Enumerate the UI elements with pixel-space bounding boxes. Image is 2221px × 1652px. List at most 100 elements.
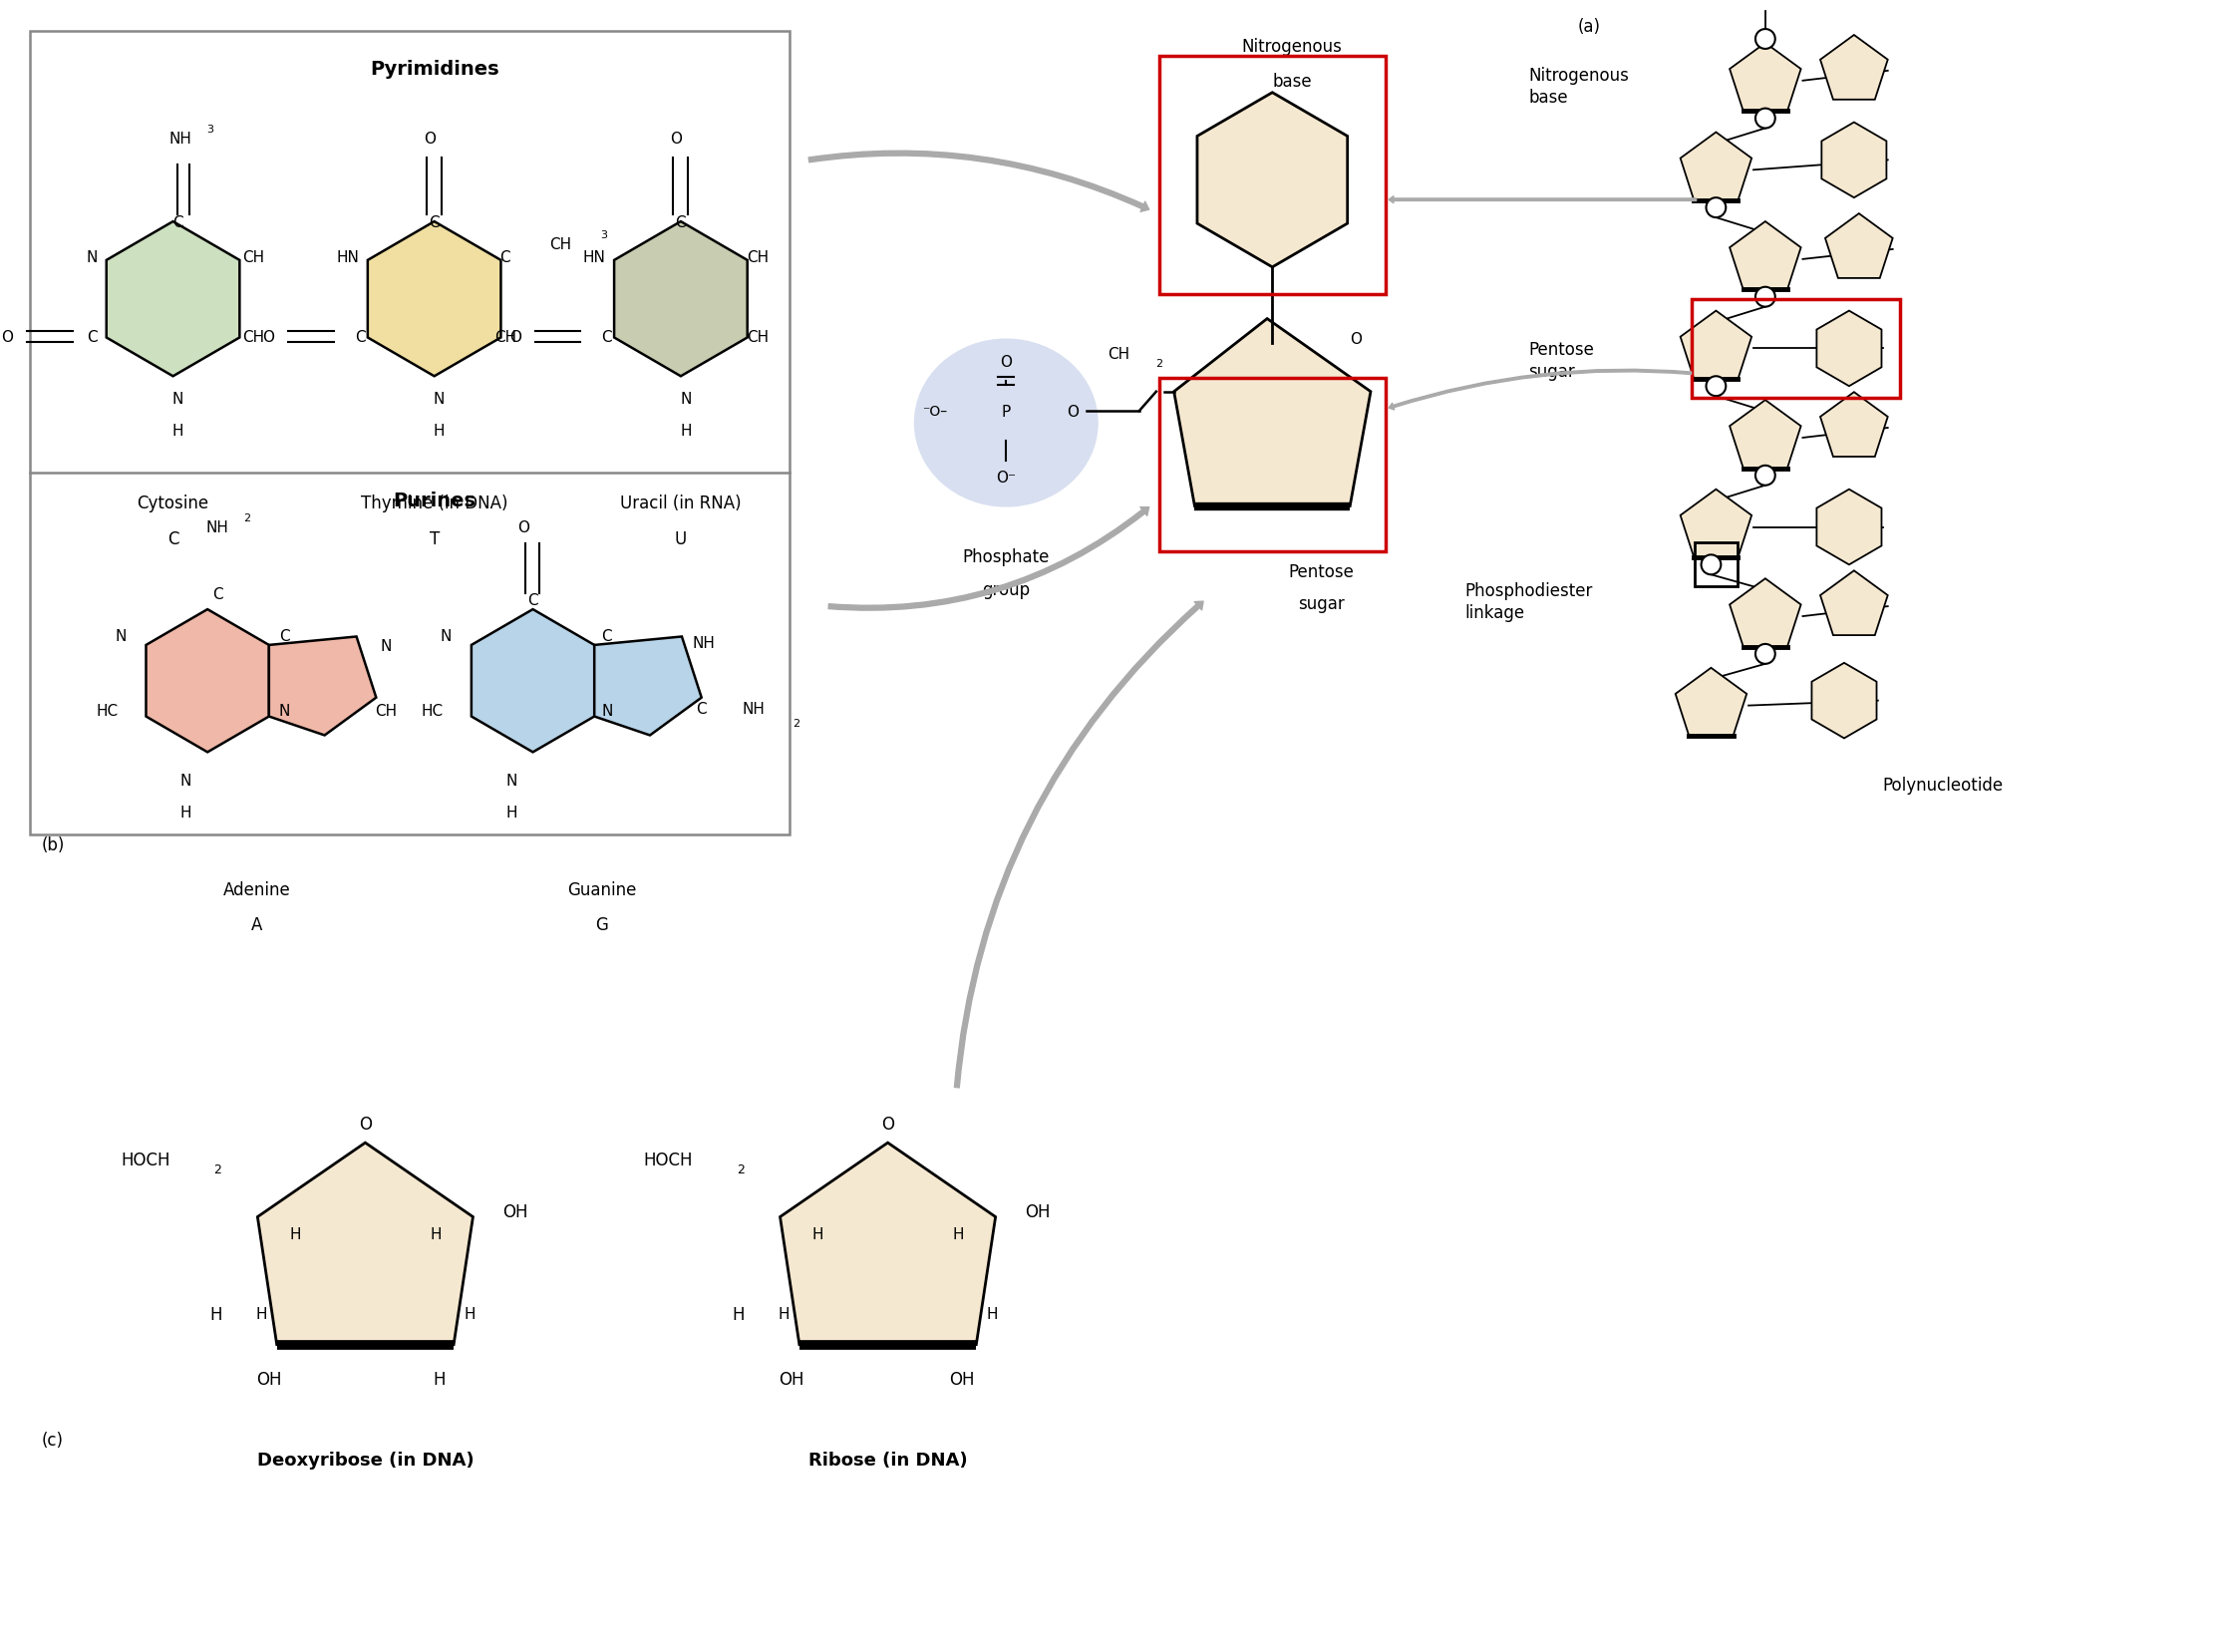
- Text: O: O: [360, 1115, 371, 1133]
- Polygon shape: [1681, 491, 1752, 558]
- Text: C: C: [211, 586, 222, 601]
- Text: (a): (a): [1577, 18, 1601, 36]
- Text: Cytosine: Cytosine: [138, 494, 209, 512]
- Circle shape: [1755, 30, 1775, 50]
- Text: C: C: [173, 215, 182, 230]
- Text: Thymine (in DNA): Thymine (in DNA): [360, 494, 509, 512]
- Text: H: H: [811, 1227, 824, 1242]
- Text: Pentose: Pentose: [1288, 563, 1355, 582]
- Text: C: C: [602, 330, 613, 345]
- Text: T: T: [429, 530, 440, 548]
- Text: O: O: [517, 520, 529, 535]
- Text: HOCH: HOCH: [120, 1151, 171, 1170]
- Polygon shape: [1826, 215, 1892, 279]
- Text: HN: HN: [335, 251, 360, 266]
- Text: Uracil (in RNA): Uracil (in RNA): [620, 494, 742, 512]
- Text: O: O: [1350, 332, 1361, 347]
- Text: OH: OH: [948, 1370, 975, 1388]
- Text: H: H: [431, 1227, 442, 1242]
- Text: N: N: [602, 704, 613, 719]
- Text: C: C: [87, 330, 98, 345]
- Text: O: O: [509, 330, 522, 345]
- Text: A: A: [251, 915, 262, 933]
- Circle shape: [1701, 555, 1721, 575]
- Text: H: H: [680, 423, 691, 438]
- Text: H: H: [209, 1305, 222, 1323]
- Text: 2: 2: [244, 512, 251, 522]
- Text: O: O: [424, 132, 435, 147]
- Text: CH: CH: [746, 330, 768, 345]
- Text: N: N: [280, 704, 291, 719]
- Text: Nitrogenous: Nitrogenous: [1242, 38, 1341, 56]
- FancyBboxPatch shape: [31, 31, 788, 834]
- Text: CH: CH: [549, 238, 571, 253]
- Polygon shape: [1817, 491, 1881, 565]
- Text: Adenine: Adenine: [222, 881, 291, 899]
- Circle shape: [1706, 198, 1726, 218]
- Text: OH: OH: [780, 1370, 804, 1388]
- Text: Guanine: Guanine: [566, 881, 637, 899]
- Text: HC: HC: [422, 704, 444, 719]
- Text: Pyrimidines: Pyrimidines: [369, 59, 500, 79]
- Text: (c): (c): [42, 1431, 64, 1449]
- Text: Pentose
sugar: Pentose sugar: [1528, 340, 1595, 382]
- Text: H: H: [777, 1307, 788, 1322]
- Polygon shape: [1730, 401, 1801, 469]
- Text: NH: NH: [207, 520, 229, 535]
- Text: C: C: [500, 251, 511, 266]
- Circle shape: [1755, 466, 1775, 486]
- Polygon shape: [1821, 393, 1888, 458]
- Text: HN: HN: [582, 251, 606, 266]
- Text: 2: 2: [213, 1163, 222, 1176]
- Text: OH: OH: [1024, 1203, 1051, 1221]
- Circle shape: [1706, 377, 1726, 396]
- Text: O: O: [882, 1115, 895, 1133]
- Text: Ribose (in DNA): Ribose (in DNA): [808, 1450, 968, 1469]
- Text: Polynucleotide: Polynucleotide: [1883, 776, 2003, 795]
- Polygon shape: [471, 610, 595, 753]
- Text: Nitrogenous
base: Nitrogenous base: [1528, 66, 1630, 106]
- Polygon shape: [780, 1143, 995, 1345]
- Polygon shape: [1821, 124, 1886, 198]
- Text: C: C: [695, 702, 706, 717]
- Text: H: H: [255, 1307, 267, 1322]
- Text: H: H: [464, 1307, 475, 1322]
- Text: H: H: [986, 1307, 997, 1322]
- Text: CH: CH: [242, 330, 264, 345]
- Polygon shape: [258, 1143, 473, 1345]
- Text: G: G: [595, 915, 609, 933]
- Text: H: H: [953, 1227, 964, 1242]
- Text: Purines: Purines: [393, 491, 475, 510]
- Text: H: H: [433, 423, 444, 438]
- Text: OH: OH: [502, 1203, 529, 1221]
- Text: 2: 2: [1155, 358, 1162, 368]
- Polygon shape: [1197, 94, 1348, 268]
- Text: H: H: [433, 1370, 444, 1388]
- Text: (b): (b): [42, 836, 64, 854]
- Text: H: H: [506, 805, 517, 819]
- Text: O: O: [2, 330, 13, 345]
- Text: CH: CH: [242, 251, 264, 266]
- Text: O⁻: O⁻: [997, 471, 1015, 486]
- Text: C: C: [602, 629, 613, 644]
- Text: C: C: [355, 330, 366, 345]
- Polygon shape: [1730, 45, 1801, 112]
- Text: H: H: [733, 1305, 744, 1323]
- Polygon shape: [595, 638, 702, 735]
- Text: O: O: [671, 132, 682, 147]
- Text: N: N: [433, 392, 444, 406]
- Text: CH: CH: [1108, 347, 1128, 362]
- Polygon shape: [1730, 580, 1801, 648]
- Text: CH: CH: [746, 251, 768, 266]
- Text: 2: 2: [793, 719, 800, 729]
- Ellipse shape: [913, 339, 1099, 507]
- Text: Phosphodiester
linkage: Phosphodiester linkage: [1464, 582, 1592, 621]
- Polygon shape: [369, 223, 502, 377]
- Text: P: P: [1002, 405, 1011, 420]
- Text: N: N: [115, 629, 127, 644]
- Text: N: N: [680, 392, 691, 406]
- Text: N: N: [380, 639, 391, 654]
- Polygon shape: [1681, 134, 1752, 202]
- Text: H: H: [180, 805, 191, 819]
- Text: N: N: [440, 629, 451, 644]
